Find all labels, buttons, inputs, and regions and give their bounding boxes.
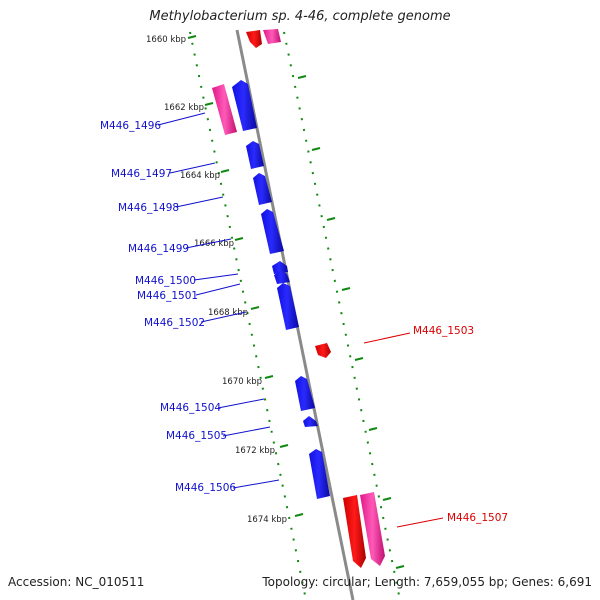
gene-label[interactable]: M446_1506 [175,482,236,494]
tick-label: 1662 kbp [164,103,204,113]
tick-mark [341,287,351,291]
tick-label: 1670 kbp [222,377,262,387]
gene-arrow-plus-pink[interactable] [263,29,281,44]
tick-mark [234,237,244,241]
tick-label: 1666 kbp [194,239,234,249]
genome-stats-text: Topology: circular; Length: 7,659,055 bp… [262,575,592,589]
tick-mark [326,217,336,221]
gene-arrow-minus[interactable] [309,449,330,499]
tick-label: 1672 kbp [235,446,275,456]
tick-mark [294,513,304,517]
tick-mark [250,306,260,310]
tick-mark [354,357,364,361]
tick-label: 1660 kbp [146,35,186,45]
label-leader [185,238,232,249]
label-leader [169,162,216,174]
tick-label: 1668 kbp [208,308,248,318]
tick-label: 1664 kbp [180,171,220,181]
gene-label[interactable]: M446_1507 [447,512,508,524]
label-leader [396,517,444,528]
label-leader [193,273,239,281]
gene-label[interactable]: M446_1505 [166,430,227,442]
gene-label[interactable]: M446_1502 [144,317,205,329]
tick-mark [204,102,214,106]
tick-mark [382,497,392,501]
tick-mark [368,427,378,431]
gene-arrow-minus[interactable] [274,270,290,284]
tick-mark [187,35,197,39]
gene-arrow-minus[interactable] [303,416,318,427]
gene-arrow-minus[interactable] [272,261,288,274]
label-leader [200,311,247,323]
gene-label[interactable]: M446_1499 [128,243,189,255]
tick-mark [297,75,307,79]
page-title: Methylobacterium sp. 4-46, complete geno… [149,9,451,24]
gene-arrow-minus[interactable] [295,376,315,411]
gene-label[interactable]: M446_1498 [118,202,179,214]
gene-label[interactable]: M446_1503 [413,325,474,337]
gene-arrow-minus[interactable] [212,84,237,135]
gene-label[interactable]: M446_1501 [137,290,198,302]
tick-mark [264,375,274,379]
gene-arrow-plus[interactable] [315,343,331,358]
label-leader [232,479,280,489]
tick-mark [311,147,321,151]
gene-label[interactable]: M446_1497 [111,168,172,180]
gene-arrow-minus[interactable] [261,209,284,254]
gene-arrow-minus[interactable] [232,80,257,131]
label-leader [222,426,271,437]
gene-arrow-plus-pink[interactable] [360,492,385,566]
label-leader [195,283,241,296]
gene-label[interactable]: M446_1504 [160,402,221,414]
gene-arrow-minus[interactable] [277,283,299,330]
label-leader [363,332,411,344]
gene-arrow-plus[interactable] [343,495,366,568]
tick-label: 1674 kbp [247,515,287,525]
accession-text: Accession: NC_010511 [8,575,145,589]
tick-mark [279,444,289,448]
gene-label[interactable]: M446_1496 [100,120,161,132]
label-leader [175,196,224,208]
label-leader [157,112,206,126]
tick-mark [220,169,230,173]
gene-arrow-minus[interactable] [253,173,272,205]
tick-mark [395,565,405,569]
gene-label[interactable]: M446_1500 [135,275,196,287]
gene-arrow-plus[interactable] [246,30,262,48]
gene-arrow-minus[interactable] [246,141,264,169]
label-leader [217,398,265,409]
